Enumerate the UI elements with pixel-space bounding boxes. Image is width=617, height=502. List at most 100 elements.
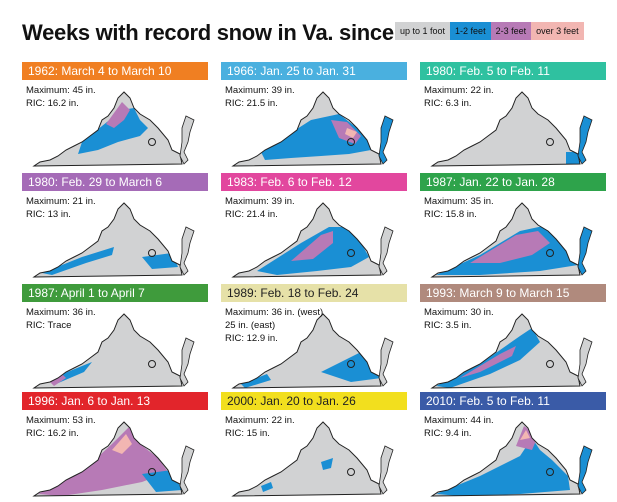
info-line: Maximum: 36 in. — [26, 307, 96, 318]
panel-info: Maximum: 39 in. RIC: 21.5 in. — [225, 84, 295, 110]
map-panel: 1989: Feb. 18 to Feb. 24 Maximum: 36 in. … — [221, 284, 407, 394]
map-panel: 1996: Jan. 6 to Jan. 13 Maximum: 53 in. RI… — [22, 392, 208, 502]
info-line: RIC: 15.8 in. — [424, 209, 477, 220]
virginia-map — [231, 202, 394, 278]
map-panel: 2010: Feb. 5 to Feb. 11 Maximum: 44 in. RI… — [420, 392, 606, 502]
state-outline — [430, 313, 581, 389]
snow-region-purple — [50, 374, 66, 386]
richmond-marker — [148, 468, 156, 476]
panel-banner: 1980: Feb. 29 to March 6 — [22, 173, 208, 191]
info-line: Maximum: 35 in. — [424, 196, 494, 207]
virginia-map — [430, 421, 593, 497]
info-line: RIC: 3.5 in. — [424, 320, 472, 331]
info-line: Maximum: 39 in. — [225, 196, 295, 207]
virginia-map — [430, 91, 593, 167]
info-line: RIC: 9.4 in. — [424, 428, 472, 439]
snow-region-purple — [460, 346, 516, 378]
info-line: Maximum: 45 in. — [26, 85, 96, 96]
virginia-map — [32, 202, 195, 278]
panel-banner: 2000: Jan. 20 to Jan. 26 — [221, 392, 407, 410]
snow-region-blue — [261, 482, 273, 492]
virginia-map — [231, 421, 394, 497]
legend-item: up to 1 foot — [395, 22, 451, 40]
legend-item: over 3 feet — [531, 22, 584, 40]
richmond-marker — [546, 360, 554, 368]
eastern-shore — [179, 445, 195, 495]
info-line: Maximum: 36 in. (west) — [225, 307, 324, 318]
eastern-shore — [179, 115, 195, 165]
info-line: RIC: 12.9 in. — [225, 333, 278, 344]
map-panel: 1983: Feb. 6 to Feb. 12 Maximum: 39 in. RI… — [221, 173, 407, 283]
info-line: RIC: Trace — [26, 320, 72, 331]
map-panel: 1980: Feb. 5 to Feb. 11 Maximum: 22 in. RI… — [420, 62, 606, 172]
info-line: Maximum: 30 in. — [424, 307, 494, 318]
map-panel: 1962: March 4 to March 10 Maximum: 45 in.… — [22, 62, 208, 172]
state-outline — [231, 313, 382, 389]
panel-info: Maximum: 44 in. RIC: 9.4 in. — [424, 414, 494, 440]
snow-region-pink — [520, 430, 530, 440]
virginia-map — [32, 421, 195, 497]
snow-region-pink — [112, 434, 132, 454]
snow-region-blue — [78, 108, 148, 154]
richmond-marker — [148, 138, 156, 146]
info-line: RIC: 6.3 in. — [424, 98, 472, 109]
legend: up to 1 foot 1-2 feet 2-3 feet over 3 feet — [395, 22, 584, 40]
state-outline — [231, 202, 382, 278]
state-outline — [430, 421, 581, 497]
snow-region-purple — [106, 102, 130, 128]
snow-region-blue — [42, 247, 114, 275]
info-line: RIC: 13 in. — [26, 209, 71, 220]
map-panel: 1980: Feb. 29 to March 6 Maximum: 21 in. R… — [22, 173, 208, 283]
state-outline — [430, 202, 581, 278]
panel-banner: 1987: April 1 to April 7 — [22, 284, 208, 302]
eastern-shore — [577, 115, 593, 165]
eastern-shore — [179, 226, 195, 276]
state-outline — [32, 313, 183, 389]
map-panel: 1987: Jan. 22 to Jan. 28 Maximum: 35 in. R… — [420, 173, 606, 283]
snow-region-blue — [142, 253, 178, 269]
state-outline — [430, 91, 581, 167]
info-line: Maximum: 44 in. — [424, 415, 494, 426]
richmond-marker — [148, 249, 156, 257]
map-panel: 2000: Jan. 20 to Jan. 26 Maximum: 22 in. R… — [221, 392, 407, 502]
info-line: Maximum: 22 in. — [424, 85, 494, 96]
panel-info: Maximum: 36 in. RIC: Trace — [26, 306, 96, 332]
state-outline — [231, 421, 382, 497]
panel-banner: 1966: Jan. 25 to Jan. 31 — [221, 62, 407, 80]
virginia-map — [32, 313, 195, 389]
state-outline — [32, 202, 183, 278]
virginia-map — [32, 91, 195, 167]
snow-region-blue — [436, 438, 570, 496]
panel-banner: 1983: Feb. 6 to Feb. 12 — [221, 173, 407, 191]
panel-info: Maximum: 30 in. RIC: 3.5 in. — [424, 306, 494, 332]
snow-region-purple — [291, 231, 333, 261]
state-outline — [231, 91, 382, 167]
snow-region-purple — [38, 426, 168, 496]
eastern-shore — [378, 337, 394, 387]
legend-item: 1-2 feet — [450, 22, 491, 40]
richmond-marker — [546, 138, 554, 146]
snow-region-purple — [470, 231, 550, 263]
richmond-marker — [347, 249, 355, 257]
virginia-map — [231, 313, 394, 389]
panel-banner: 1993: March 9 to March 15 — [420, 284, 606, 302]
eastern-shore — [378, 115, 394, 165]
panel-info: Maximum: 39 in. RIC: 21.4 in. — [225, 195, 295, 221]
snow-region-blue — [321, 458, 333, 470]
snow-region-pink — [345, 128, 357, 138]
panel-info: Maximum: 36 in. (west) 25 in. (east) RIC: … — [225, 306, 323, 345]
info-line: RIC: 16.2 in. — [26, 98, 79, 109]
info-line: RIC: 21.5 in. — [225, 98, 278, 109]
eastern-shore — [179, 337, 195, 387]
richmond-marker — [347, 360, 355, 368]
map-panel: 1987: April 1 to April 7 Maximum: 36 in. R… — [22, 284, 208, 394]
state-outline — [32, 421, 183, 497]
richmond-marker — [546, 468, 554, 476]
info-line: Maximum: 21 in. — [26, 196, 96, 207]
panel-banner: 2010: Feb. 5 to Feb. 11 — [420, 392, 606, 410]
map-panel: 1993: March 9 to March 15 Maximum: 30 in.… — [420, 284, 606, 394]
panel-info: Maximum: 45 in. RIC: 16.2 in. — [26, 84, 96, 110]
info-line: Maximum: 22 in. — [225, 415, 295, 426]
snow-region-blue — [241, 374, 271, 388]
state-outline — [32, 91, 183, 167]
